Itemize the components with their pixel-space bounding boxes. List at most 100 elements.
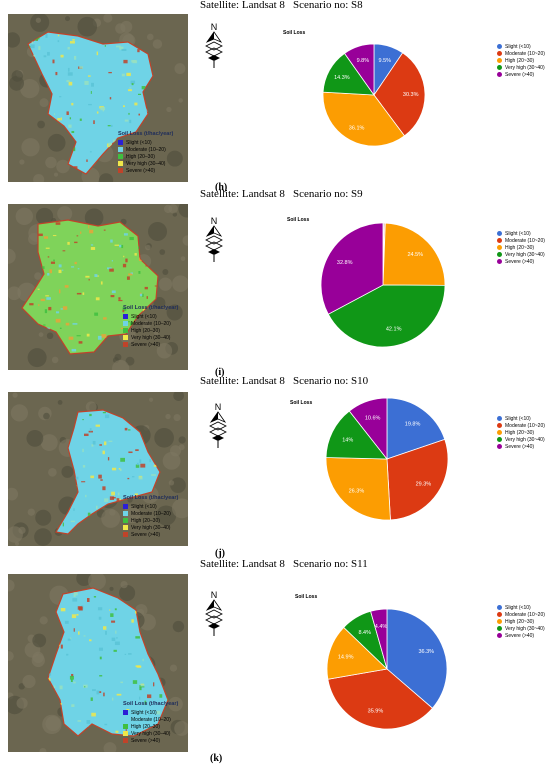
pie-legend-marker [497, 259, 502, 264]
pie-legend-label: Slight (<10) [505, 604, 531, 611]
map-legend-label: Slight (<10) [131, 313, 157, 320]
pie-legend-item: Slight (<10) [497, 43, 545, 50]
map-legend-swatch [123, 335, 128, 340]
map-legend-swatch [123, 710, 128, 715]
map-legend-swatch [118, 168, 123, 173]
pie-legend-label: High (20~30) [505, 244, 535, 251]
pie-slice [327, 668, 433, 730]
pie-slice [325, 457, 391, 521]
figure-panel: Satellite: Landsat 8 Scenario no: S8 Soil … [0, 0, 550, 193]
map-legend: Soil Loss (t/hac/year) Slight (<10) Modera… [123, 494, 178, 538]
pie-slice [343, 43, 375, 97]
map-legend-label: Moderate (10–20) [126, 146, 166, 153]
map-legend-label: High (20–30) [126, 153, 155, 160]
north-arrow-icon: N [207, 402, 229, 450]
map-legend-label: Slight (<10) [131, 503, 157, 510]
pie-slice-label: 30.3% [403, 92, 419, 98]
map-legend-label: Moderate (10–20) [131, 716, 171, 723]
pie-legend-label: High (20~30) [505, 429, 535, 436]
subfigure-label: (j) [215, 548, 225, 559]
pie-legend-marker [497, 430, 502, 435]
map-legend-item: Slight (<10) [123, 313, 178, 320]
map-legend-swatch [123, 731, 128, 736]
pie-legend-item: Slight (<10) [497, 604, 545, 611]
map-legend-label: High (20–30) [131, 327, 160, 334]
map-legend-item: High (20–30) [123, 327, 178, 334]
pie-slice [382, 222, 446, 286]
pie-legend-label: High (20~30) [505, 57, 535, 64]
pie-legend-label: Very high (30~40) [505, 625, 545, 632]
pie-slice [320, 222, 384, 315]
map-legend-item: Severe (>40) [123, 531, 178, 538]
map-legend-label: High (20–30) [131, 517, 160, 524]
pie-slice-label: 10.6% [365, 415, 381, 421]
pie-legend-marker [497, 605, 502, 610]
pie-slice-label: 42.1% [386, 326, 402, 332]
map-legend-swatch [123, 342, 128, 347]
map-legend-title: Soil Loss (t/hac/year) [123, 495, 179, 501]
map-legend-swatch [123, 525, 128, 530]
map-legend-title: Soil Loss (t/hac/year) [118, 131, 174, 137]
map-legend: Soil Loss (t/hac/year) Slight (<10) Modera… [118, 130, 173, 174]
pie-legend-item: Moderate (10~20) [497, 611, 545, 618]
map-legend-swatch [123, 314, 128, 319]
map-legend-item: Very high (30–40) [123, 334, 178, 341]
map-legend-item: Slight (<10) [123, 503, 178, 510]
map-legend-swatch [123, 532, 128, 537]
map-legend-title: Soil Loss (t/hac/year) [123, 701, 179, 707]
pie-chart: 9.5% 30.3% 36.1% 14.3% 9.8% [322, 43, 426, 147]
pie-slice-label: 29.3% [416, 482, 432, 488]
pie-slice [386, 608, 448, 709]
figure-panel: Satellite: Landsat 8 Scenario no: S11 Soil… [0, 558, 550, 765]
pie-slice [370, 608, 388, 670]
map-legend-swatch [123, 724, 128, 729]
pie-slice [327, 284, 446, 348]
pie-legend: Slight (<10) Moderate (10~20) High (20~30)… [497, 415, 545, 450]
pie-slice [348, 397, 388, 461]
pie-legend-marker [497, 44, 502, 49]
pie-legend-label: Very high (30~40) [505, 64, 545, 71]
pie-legend-label: Very high (30~40) [505, 436, 545, 443]
map-legend-item: High (20–30) [123, 517, 178, 524]
map-legend-swatch [123, 328, 128, 333]
pie-legend-marker [497, 238, 502, 243]
pie-legend-label: Severe (>40) [505, 258, 535, 265]
map-legend-swatch [123, 321, 128, 326]
north-label: N [211, 590, 218, 600]
pie-legend-item: Severe (>40) [497, 443, 545, 450]
satellite-label: Satellite: Landsat 8 [200, 0, 285, 11]
map-legend-title: Soil Loss (t/hac/year) [123, 305, 179, 311]
pie-legend-marker [497, 633, 502, 638]
map-legend-swatch [118, 154, 123, 159]
pie-legend-label: Very high (30~40) [505, 251, 545, 258]
map-legend-swatch [118, 161, 123, 166]
pie-legend-item: Slight (<10) [497, 415, 545, 422]
subfigure-label: (k) [210, 753, 223, 764]
pie-slice-label: 14.9% [338, 654, 354, 660]
map-legend-swatch [123, 738, 128, 743]
map-legend-item: Moderate (10–20) [123, 510, 178, 517]
map-legend-item: Moderate (10–20) [123, 716, 178, 723]
pie-legend-item: High (20~30) [497, 618, 545, 625]
north-arrow-icon: N [203, 22, 225, 70]
map-legend-item: Slight (<10) [118, 139, 173, 146]
pie-legend: Slight (<10) Moderate (10~20) High (20~30)… [497, 43, 545, 78]
pie-slice-label: 24.5% [407, 252, 423, 258]
map-legend-swatch [118, 147, 123, 152]
soil-loss-map [8, 14, 188, 182]
map-legend-swatch [123, 511, 128, 516]
subfigure-label: (i) [215, 367, 225, 378]
pie-legend-marker [497, 65, 502, 70]
pie-slice-label: 9.8% [357, 58, 370, 64]
pie-slice-label: 36.3% [418, 649, 434, 655]
pie-legend-marker [497, 252, 502, 257]
pie-legend-marker [497, 51, 502, 56]
pie-slice-label: 26.3% [349, 489, 365, 495]
pie-legend-item: High (20~30) [497, 57, 545, 64]
soil-loss-map [8, 392, 188, 546]
pie-legend-marker [497, 72, 502, 77]
pie-legend: Slight (<10) Moderate (10~20) High (20~30)… [497, 230, 545, 265]
map-legend-item: Very high (30–40) [123, 730, 178, 737]
map-legend-swatch [123, 504, 128, 509]
pie-slice-label: 4.4% [375, 624, 388, 630]
